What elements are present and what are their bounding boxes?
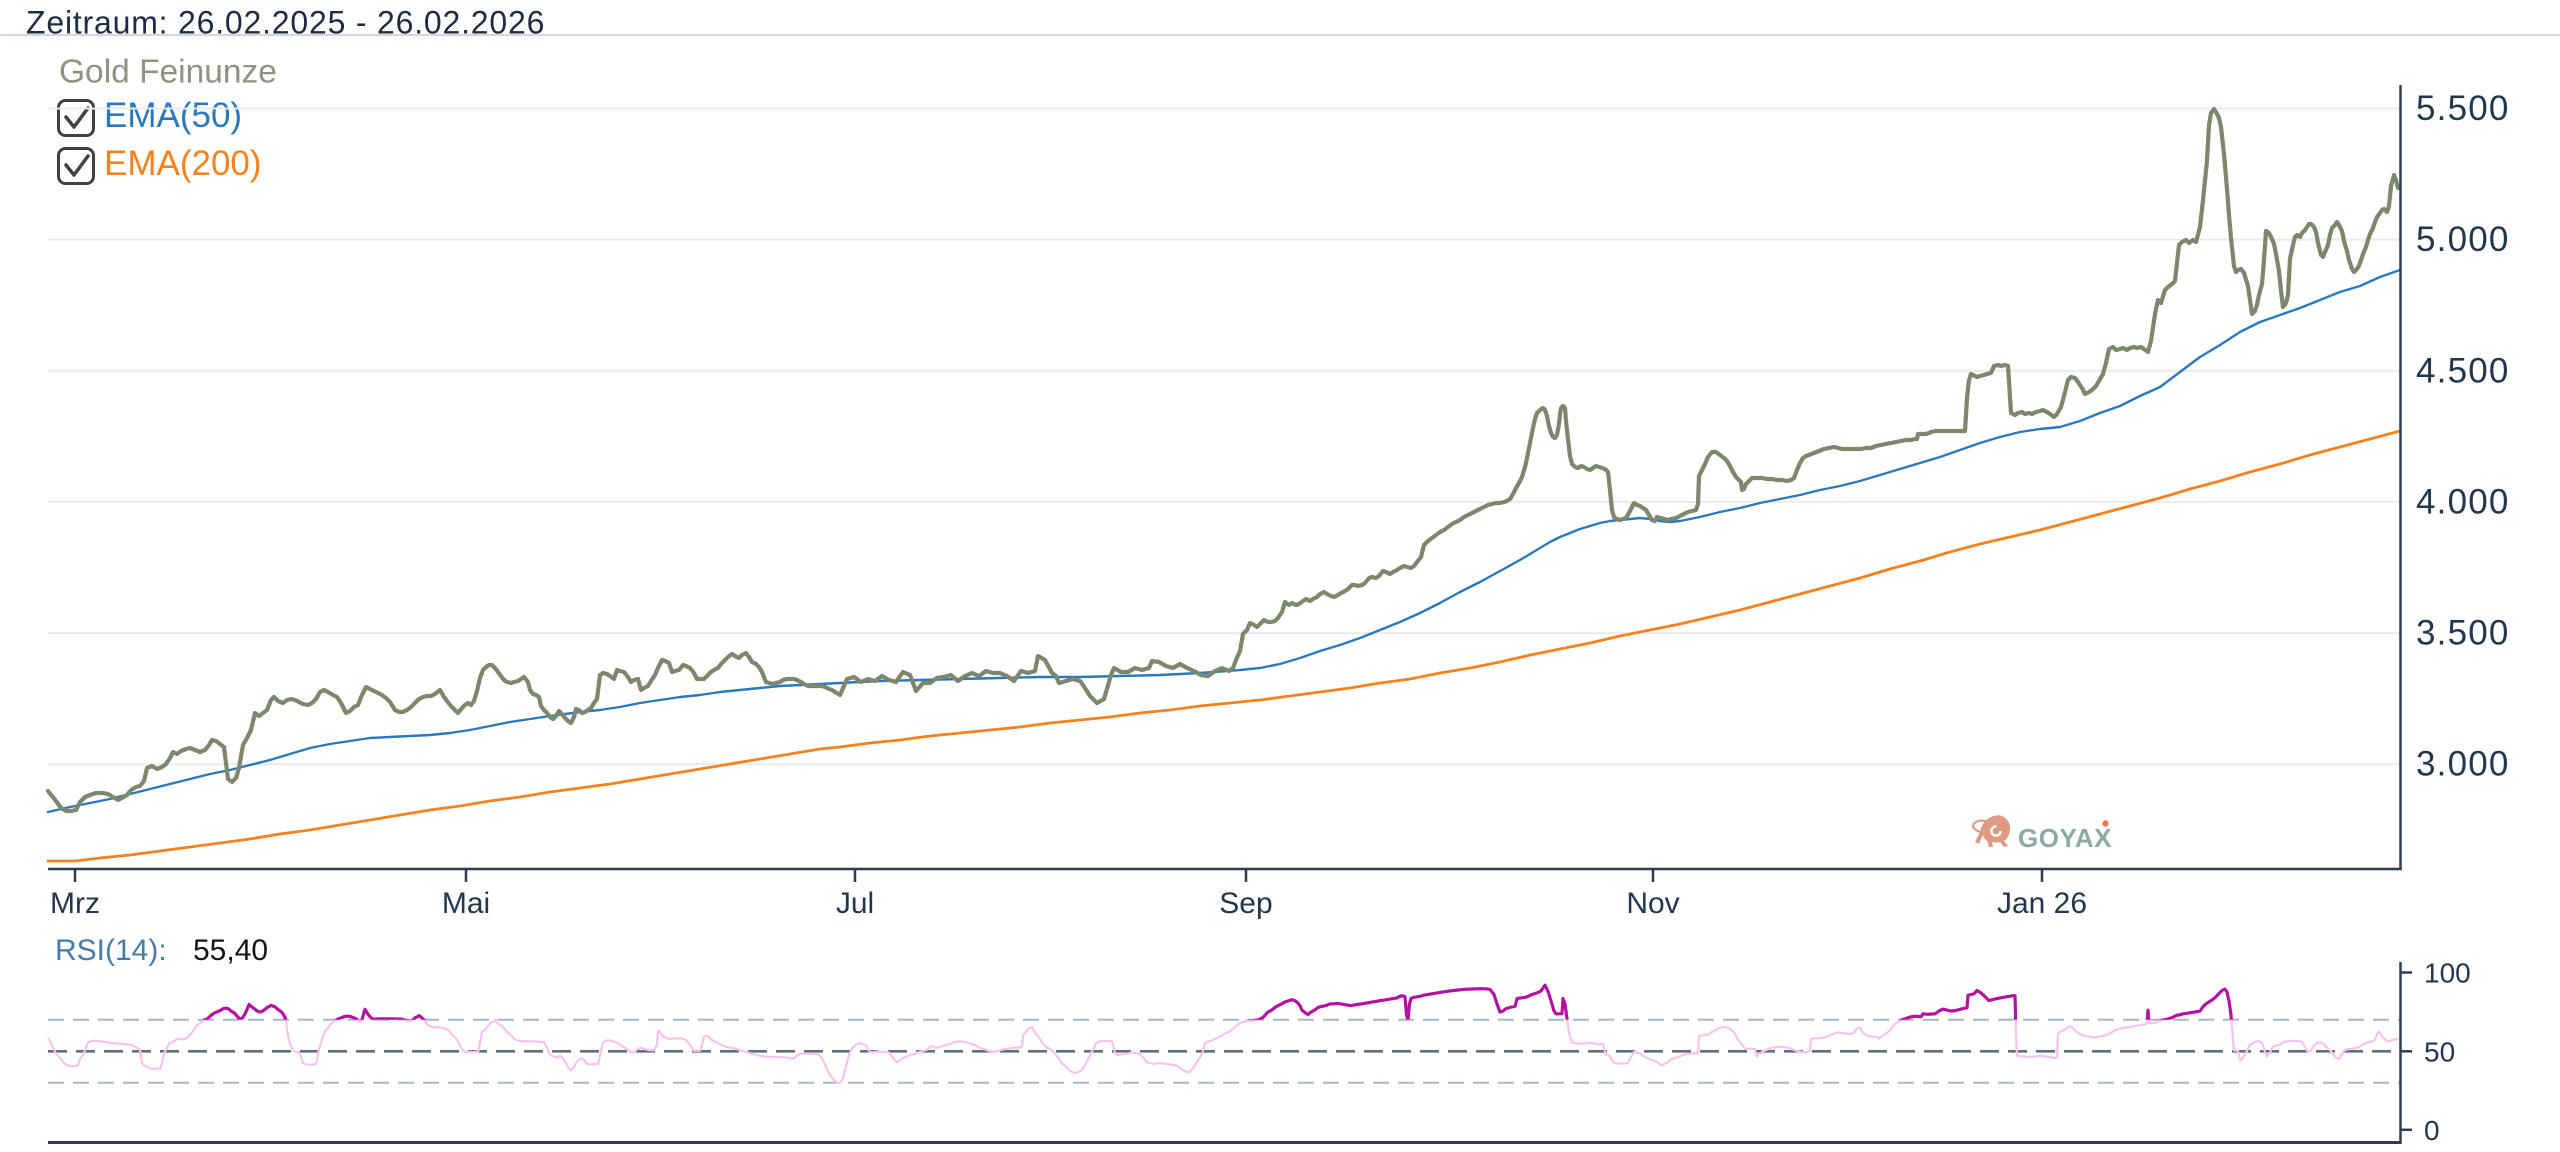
svg-text:50: 50 bbox=[2424, 1036, 2455, 1067]
svg-text:RSI(14):: RSI(14): bbox=[55, 934, 167, 967]
svg-text:EMA(50): EMA(50) bbox=[104, 96, 242, 135]
svg-text:Sep: Sep bbox=[1219, 887, 1272, 920]
svg-text:5.500: 5.500 bbox=[2416, 89, 2510, 128]
svg-text:4.000: 4.000 bbox=[2416, 482, 2510, 521]
svg-text:100: 100 bbox=[2424, 958, 2471, 989]
svg-text:55,40: 55,40 bbox=[193, 934, 268, 967]
svg-text:EMA(200): EMA(200) bbox=[104, 144, 262, 183]
svg-text:5.000: 5.000 bbox=[2416, 220, 2510, 259]
svg-text:Mrz: Mrz bbox=[50, 887, 100, 920]
svg-text:GOYAX: GOYAX bbox=[2018, 823, 2112, 853]
svg-text:Gold Feinunze: Gold Feinunze bbox=[59, 54, 277, 91]
svg-text:Jan 26: Jan 26 bbox=[1997, 887, 2087, 920]
svg-text:Nov: Nov bbox=[1626, 887, 1679, 920]
svg-text:Jul: Jul bbox=[836, 887, 874, 920]
svg-text:Mai: Mai bbox=[442, 887, 490, 920]
svg-text:0: 0 bbox=[2424, 1115, 2440, 1146]
svg-text:3.500: 3.500 bbox=[2416, 614, 2510, 653]
svg-text:4.500: 4.500 bbox=[2416, 351, 2510, 390]
svg-text:3.000: 3.000 bbox=[2416, 745, 2510, 784]
